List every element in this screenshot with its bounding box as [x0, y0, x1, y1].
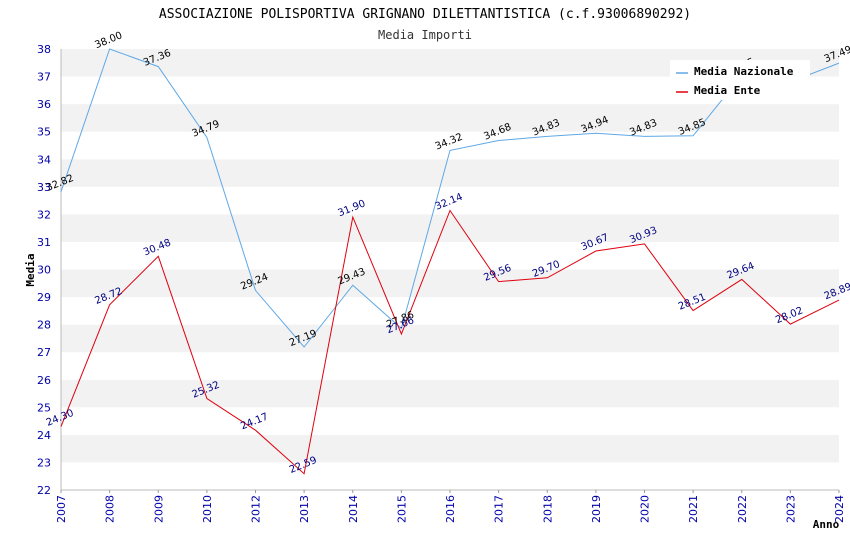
x-tick-label: 2007	[55, 495, 68, 523]
y-tick-label: 38	[37, 43, 51, 56]
grid-band	[61, 407, 839, 435]
y-tick-label: 37	[37, 71, 51, 84]
x-tick-label: 2023	[784, 495, 797, 523]
x-tick-label: 2018	[541, 495, 554, 523]
y-axis-label: Media	[24, 253, 37, 286]
y-tick-label: 28	[37, 319, 51, 332]
x-axis-label: Anno	[813, 518, 840, 531]
x-tick-label: 2012	[250, 495, 263, 523]
x-tick-label: 2013	[298, 495, 311, 523]
y-tick-label: 31	[37, 236, 51, 249]
grid-bands	[61, 49, 839, 490]
grid-band	[61, 434, 839, 463]
grid-band	[61, 352, 839, 380]
grid-band	[61, 241, 839, 270]
y-tick-label: 24	[37, 429, 51, 442]
x-tick-label: 2016	[444, 495, 457, 523]
series-lines	[60, 48, 840, 475]
legend-label-media-nazionale: Media Nazionale	[694, 65, 794, 78]
x-tick-label: 2017	[493, 495, 506, 523]
x-tick-label: 2022	[736, 495, 749, 523]
x-tick-label: 2014	[347, 495, 360, 523]
y-tick-label: 27	[37, 346, 51, 359]
x-tick-label: 2008	[104, 495, 117, 523]
grid-band	[61, 159, 839, 187]
x-ticks: 2007 2008 2009 2010 2012 2013 2014 2015 2016 2017…	[55, 490, 846, 523]
y-tick-label: 29	[37, 291, 51, 304]
y-tick-label: 25	[37, 401, 51, 414]
x-tick-label: 2019	[590, 495, 603, 523]
chart-title: ASSOCIAZIONE POLISPORTIVA GRIGNANO DILET…	[159, 7, 691, 22]
legend-box	[670, 60, 810, 100]
y-tick-label: 32	[37, 208, 51, 221]
grid-band	[61, 214, 839, 242]
x-tick-label: 2010	[201, 495, 214, 523]
legend-label-media-ente: Media Ente	[694, 84, 761, 97]
y-ticks: 22 23 24 25 26 27 28 29 30 31 32 33 34 35 36 37 38	[37, 43, 51, 497]
y-tick-label: 23	[37, 456, 51, 469]
x-tick-label: 2024	[833, 495, 846, 523]
y-tick-label: 30	[37, 264, 51, 277]
grid-band	[61, 379, 839, 408]
x-tick-label: 2015	[395, 495, 408, 523]
grid-band	[61, 269, 839, 298]
x-tick-label: 2020	[639, 495, 652, 523]
grid-band	[61, 462, 839, 490]
chart-subtitle: Media Importi	[378, 28, 472, 42]
series-line-media-nazionale	[60, 48, 840, 348]
x-tick-label: 2021	[687, 495, 700, 523]
series-line-media-ente	[60, 209, 840, 475]
x-tick-label: 2009	[152, 495, 165, 523]
y-tick-label: 35	[37, 126, 51, 139]
data-label: 38.00	[93, 30, 124, 51]
y-tick-label: 33	[37, 181, 51, 194]
grid-band	[61, 131, 839, 160]
y-tick-label: 22	[37, 484, 51, 497]
y-tick-label: 36	[37, 98, 51, 111]
y-tick-label: 26	[37, 374, 51, 387]
grid-band	[61, 324, 839, 353]
grid-band	[61, 104, 839, 132]
legend: Media Nazionale Media Ente	[670, 60, 810, 100]
grid-band	[61, 297, 839, 325]
y-tick-label: 34	[37, 153, 51, 166]
